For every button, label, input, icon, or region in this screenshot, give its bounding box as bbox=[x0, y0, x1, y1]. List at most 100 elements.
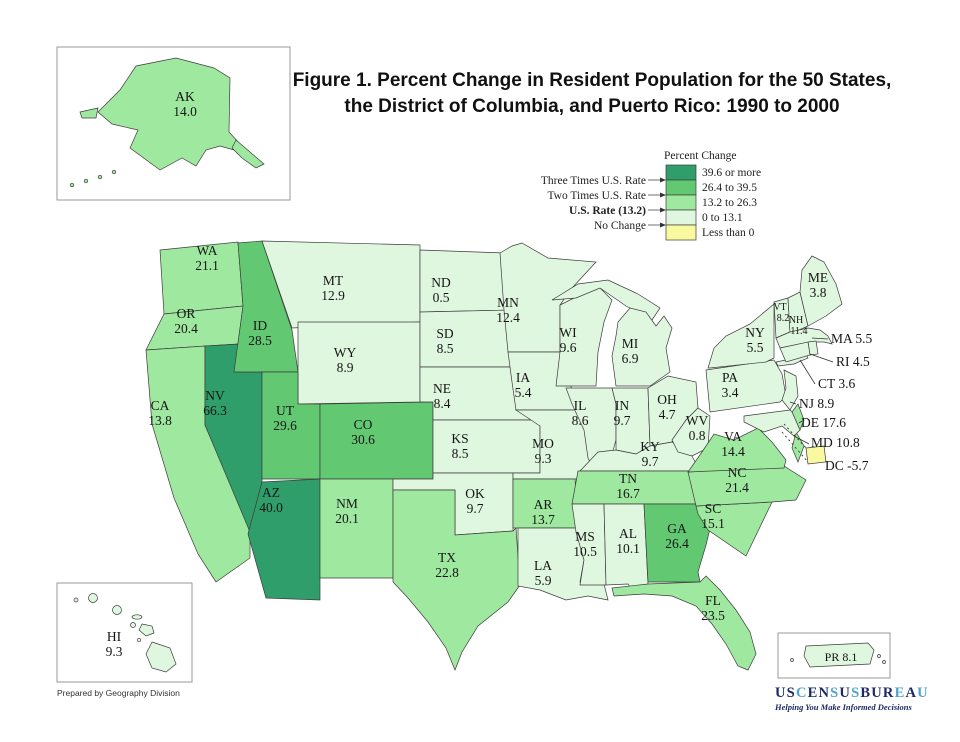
state-value-OH: 4.7 bbox=[659, 407, 676, 422]
state-AK-aleutian-island bbox=[97, 174, 103, 180]
logo-letter: C bbox=[796, 685, 808, 701]
state-label-FL: FL bbox=[705, 593, 721, 608]
state-value-UT: 29.6 bbox=[273, 418, 297, 433]
state-HI-maui bbox=[138, 623, 155, 637]
state-value-SD: 8.5 bbox=[437, 341, 454, 356]
state-value-TN: 16.7 bbox=[616, 486, 640, 501]
callout-leaders bbox=[781, 337, 834, 463]
credit-text: Prepared by Geography Division bbox=[57, 688, 180, 698]
state-value-GA: 26.4 bbox=[665, 536, 689, 551]
legend-class-label-1: 39.6 or more bbox=[702, 167, 761, 179]
state-label-NC: NC bbox=[728, 465, 747, 480]
state-label-OK: OK bbox=[465, 486, 485, 501]
state-VA-eastern-shore bbox=[791, 431, 805, 463]
state-callout-label-RI: RI 4.5 bbox=[836, 354, 870, 369]
legend-class-label-2: 26.4 to 39.5 bbox=[702, 182, 757, 194]
state-value-TX: 22.8 bbox=[435, 565, 459, 580]
state-WY bbox=[297, 321, 421, 405]
states-layer bbox=[69, 57, 886, 673]
state-value-FL: 23.5 bbox=[701, 608, 725, 623]
legend-class-label-5: Less than 0 bbox=[702, 227, 755, 239]
legend-marker-two-times: Two Times U.S. Rate bbox=[547, 190, 646, 202]
state-label-ND: ND bbox=[431, 275, 451, 290]
state-label-WI: WI bbox=[559, 325, 577, 340]
state-AK-island bbox=[79, 107, 99, 119]
state-value-NC: 21.4 bbox=[725, 480, 749, 495]
callout-leader-line-RI bbox=[809, 353, 834, 363]
state-label-CA: CA bbox=[151, 398, 170, 413]
state-label-LA: LA bbox=[534, 558, 552, 573]
state-label-CO: CO bbox=[354, 417, 373, 432]
state-callout-label-MD: MD 10.8 bbox=[811, 435, 860, 450]
state-value-AZ: 40.0 bbox=[259, 500, 283, 515]
callout-leader-line-CT bbox=[799, 359, 816, 385]
state-AZ bbox=[247, 478, 321, 601]
figure-title-line2: the District of Columbia, and Puerto Ric… bbox=[344, 96, 839, 117]
state-NM bbox=[319, 478, 394, 579]
state-value-MN: 12.4 bbox=[496, 310, 520, 325]
state-WV bbox=[671, 407, 711, 457]
census-bureau-logo: USCENSUSBUREAU Helping You Make Informed… bbox=[774, 685, 928, 712]
state-label-NE: NE bbox=[433, 381, 451, 396]
state-label-WV: WV bbox=[686, 413, 709, 428]
state-label-AL: AL bbox=[619, 526, 637, 541]
legend-swatch-1 bbox=[665, 164, 697, 181]
state-label-MS: MS bbox=[575, 529, 595, 544]
state-value-WI: 9.6 bbox=[560, 340, 577, 355]
logo-letter: U bbox=[871, 685, 883, 701]
state-AK-aleutian-island bbox=[111, 169, 117, 175]
legend-marker-no-change: No Change bbox=[594, 220, 646, 232]
state-CO bbox=[319, 401, 434, 480]
state-PR-islet bbox=[882, 660, 886, 664]
callout-leader-line-NJ bbox=[789, 401, 797, 405]
legend-class-label-4: 0 to 13.1 bbox=[702, 212, 743, 224]
state-label-SC: SC bbox=[705, 501, 722, 516]
state-HI-kahoolawe bbox=[136, 637, 142, 643]
state-label-NV: NV bbox=[205, 388, 225, 403]
legend-marker-us-rate: U.S. Rate (13.2) bbox=[569, 205, 646, 217]
state-MI-upper-peninsula bbox=[551, 279, 661, 321]
state-value-WY: 8.9 bbox=[337, 360, 354, 375]
state-KS bbox=[432, 419, 541, 474]
state-label-IN: IN bbox=[615, 398, 629, 413]
state-label-PR: PR 8.1 bbox=[825, 650, 858, 664]
state-callout-label-MA: MA 5.5 bbox=[831, 331, 873, 346]
state-value-MI: 6.9 bbox=[622, 351, 639, 366]
state-value-MO: 9.3 bbox=[535, 451, 552, 466]
state-value-AK: 14.0 bbox=[173, 104, 197, 119]
state-label-NH: NH bbox=[789, 315, 803, 326]
state-label-NM: NM bbox=[336, 496, 358, 511]
state-labels-layer: AK14.0WA21.1OR20.4CA13.8NV66.3ID28.5MT12… bbox=[106, 89, 873, 664]
state-value-HI: 9.3 bbox=[106, 644, 123, 659]
state-value-MS: 10.5 bbox=[573, 544, 597, 559]
state-CT bbox=[779, 341, 811, 363]
state-label-MI: MI bbox=[622, 336, 639, 351]
state-value-OR: 20.4 bbox=[174, 321, 198, 336]
legend-title: Percent Change bbox=[664, 150, 737, 162]
state-label-TX: TX bbox=[438, 550, 456, 565]
state-label-IL: IL bbox=[574, 398, 587, 413]
state-value-VT: 8.2 bbox=[777, 313, 790, 324]
state-label-GA: GA bbox=[667, 521, 687, 536]
state-value-IL: 8.6 bbox=[572, 413, 589, 428]
state-value-CO: 30.6 bbox=[351, 432, 375, 447]
legend-swatch-5 bbox=[665, 224, 697, 241]
state-label-WY: WY bbox=[334, 345, 357, 360]
state-label-UT: UT bbox=[276, 403, 295, 418]
legend: Percent Change 39.6 or more 26.4 to 39.5… bbox=[541, 150, 761, 241]
logo-letter: S bbox=[787, 685, 796, 701]
state-callout-label-NJ: NJ 8.9 bbox=[799, 396, 835, 411]
legend-swatch-2 bbox=[665, 179, 697, 196]
logo-letter: S bbox=[851, 685, 860, 701]
state-value-IA: 5.4 bbox=[515, 385, 532, 400]
state-ME bbox=[799, 255, 843, 327]
state-label-IA: IA bbox=[516, 370, 530, 385]
legend-swatch-3 bbox=[665, 194, 697, 211]
state-value-AR: 13.7 bbox=[531, 512, 555, 527]
state-value-ND: 0.5 bbox=[433, 290, 450, 305]
state-callout-label-DC: DC -5.7 bbox=[825, 458, 869, 473]
state-HI-molokai bbox=[131, 614, 143, 620]
state-value-WV: 0.8 bbox=[689, 428, 706, 443]
logo-letter: B bbox=[860, 685, 871, 701]
state-label-SD: SD bbox=[436, 326, 454, 341]
